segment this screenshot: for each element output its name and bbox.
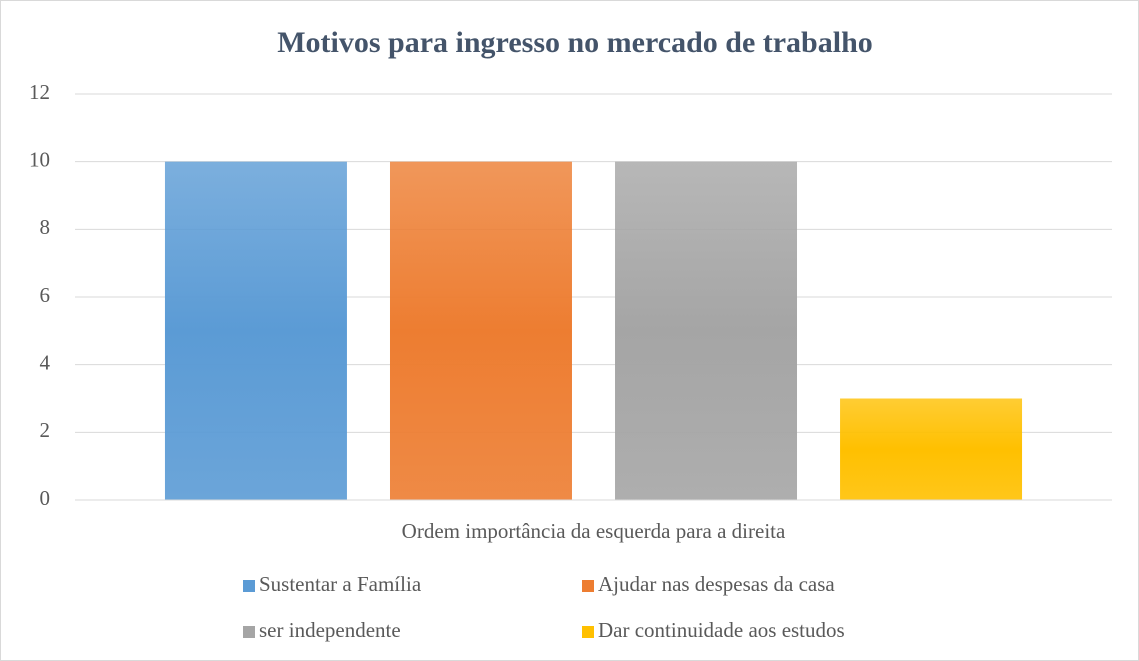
y-tick-label: 6 [40,283,51,307]
legend-item: Ajudar nas despesas da casa [582,572,835,596]
y-tick-label: 12 [29,80,50,104]
legend-swatch [243,580,255,592]
x-tick-label: Ordem importância da esquerda para a dir… [402,519,786,543]
legend-label: Dar continuidade aos estudos [598,618,845,642]
legend-swatch [243,626,255,638]
legend-swatch [582,626,594,638]
y-tick-label: 4 [40,350,51,374]
bar [164,161,347,500]
y-tick-label: 2 [40,418,51,442]
bar [389,161,572,500]
legend-item: Dar continuidade aos estudos [582,618,845,642]
legend-label: Sustentar a Família [259,572,422,596]
y-tick-label: 0 [40,486,51,510]
legend-item: Sustentar a Família [243,572,422,596]
y-tick-label: 8 [40,215,51,239]
legend-swatch [582,580,594,592]
bar [840,398,1023,500]
legend-item: ser independente [243,618,401,642]
y-tick-label: 10 [29,147,50,171]
legend-label: Ajudar nas despesas da casa [598,572,835,596]
bar [615,161,798,500]
chart-title: Motivos para ingresso no mercado de trab… [277,26,873,59]
legend-label: ser independente [259,618,401,642]
